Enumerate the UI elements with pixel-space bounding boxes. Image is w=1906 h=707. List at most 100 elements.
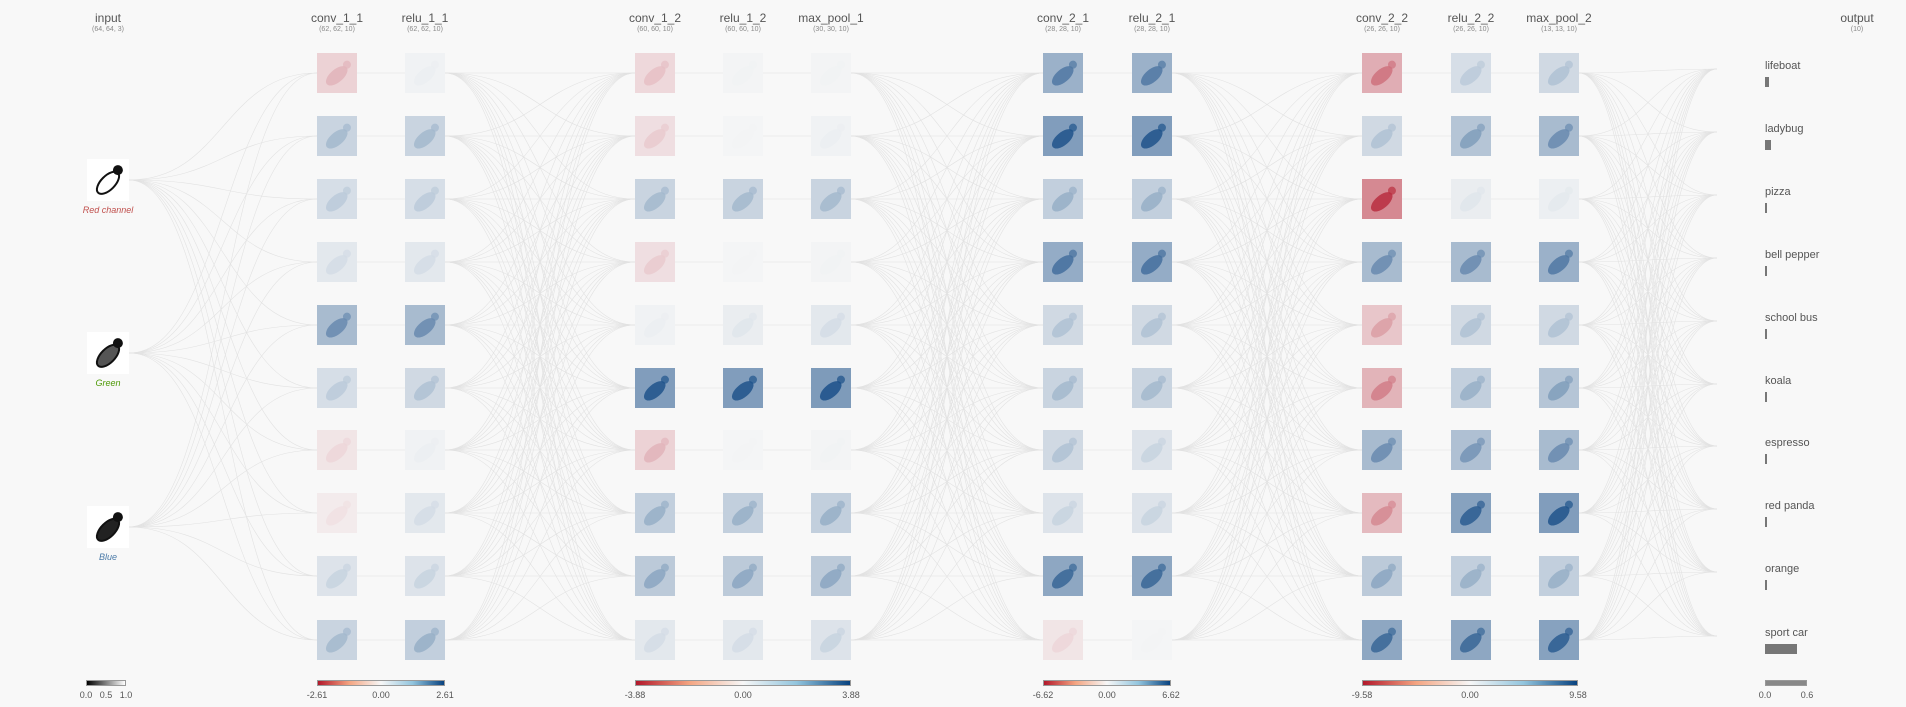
- feature-map[interactable]: [723, 305, 763, 345]
- feature-map[interactable]: [723, 53, 763, 93]
- feature-map[interactable]: [1362, 305, 1402, 345]
- feature-map[interactable]: [1362, 368, 1402, 408]
- feature-map[interactable]: [317, 179, 357, 219]
- feature-map[interactable]: [1132, 430, 1172, 470]
- feature-map[interactable]: [1362, 242, 1402, 282]
- output-class-label[interactable]: orange: [1765, 563, 1800, 575]
- feature-map[interactable]: [1043, 53, 1083, 93]
- feature-map[interactable]: [1451, 305, 1491, 345]
- feature-map[interactable]: [1043, 242, 1083, 282]
- feature-map[interactable]: [405, 556, 445, 596]
- feature-map[interactable]: [405, 493, 445, 533]
- feature-map[interactable]: [1043, 620, 1083, 660]
- feature-map[interactable]: [811, 430, 851, 470]
- feature-map[interactable]: [405, 430, 445, 470]
- feature-map[interactable]: [317, 305, 357, 345]
- feature-map[interactable]: [1362, 430, 1402, 470]
- feature-map[interactable]: [405, 305, 445, 345]
- feature-map[interactable]: [1362, 179, 1402, 219]
- feature-map[interactable]: [1132, 493, 1172, 533]
- feature-map[interactable]: [1451, 116, 1491, 156]
- feature-map[interactable]: [1539, 242, 1579, 282]
- feature-map[interactable]: [317, 242, 357, 282]
- feature-map[interactable]: [1362, 620, 1402, 660]
- feature-map[interactable]: [1043, 305, 1083, 345]
- output-class-label[interactable]: koala: [1765, 375, 1792, 387]
- feature-map[interactable]: [1132, 242, 1172, 282]
- output-class-label[interactable]: lifeboat: [1765, 60, 1801, 72]
- feature-map[interactable]: [811, 556, 851, 596]
- feature-map[interactable]: [635, 53, 675, 93]
- feature-map[interactable]: [1451, 620, 1491, 660]
- feature-map[interactable]: [635, 368, 675, 408]
- feature-map[interactable]: [1539, 305, 1579, 345]
- feature-map[interactable]: [1451, 53, 1491, 93]
- output-class-label[interactable]: espresso: [1765, 437, 1810, 449]
- feature-map[interactable]: [1539, 620, 1579, 660]
- feature-map[interactable]: [1043, 368, 1083, 408]
- output-class-label[interactable]: pizza: [1765, 186, 1791, 198]
- feature-map[interactable]: [1132, 620, 1172, 660]
- feature-map[interactable]: [1362, 556, 1402, 596]
- feature-map[interactable]: [723, 556, 763, 596]
- feature-map[interactable]: [317, 53, 357, 93]
- feature-map[interactable]: [811, 179, 851, 219]
- feature-map[interactable]: [317, 493, 357, 533]
- feature-map[interactable]: [1451, 493, 1491, 533]
- feature-map[interactable]: [1451, 430, 1491, 470]
- output-class-label[interactable]: ladybug: [1765, 123, 1804, 135]
- feature-map[interactable]: [1451, 242, 1491, 282]
- feature-map[interactable]: [1362, 53, 1402, 93]
- feature-map[interactable]: [405, 116, 445, 156]
- feature-map[interactable]: [635, 430, 675, 470]
- input-channel-tile[interactable]: [87, 332, 129, 374]
- feature-map[interactable]: [1451, 556, 1491, 596]
- feature-map[interactable]: [635, 620, 675, 660]
- feature-map[interactable]: [1362, 116, 1402, 156]
- feature-map[interactable]: [1132, 116, 1172, 156]
- feature-map[interactable]: [811, 305, 851, 345]
- feature-map[interactable]: [1539, 368, 1579, 408]
- feature-map[interactable]: [1043, 116, 1083, 156]
- feature-map[interactable]: [405, 242, 445, 282]
- feature-map[interactable]: [1451, 368, 1491, 408]
- feature-map[interactable]: [1539, 556, 1579, 596]
- output-class-label[interactable]: bell pepper: [1765, 249, 1820, 261]
- feature-map[interactable]: [811, 53, 851, 93]
- feature-map[interactable]: [723, 620, 763, 660]
- feature-map[interactable]: [1043, 430, 1083, 470]
- feature-map[interactable]: [1362, 493, 1402, 533]
- feature-map[interactable]: [405, 620, 445, 660]
- feature-map[interactable]: [1539, 430, 1579, 470]
- feature-map[interactable]: [1539, 179, 1579, 219]
- feature-map[interactable]: [723, 179, 763, 219]
- feature-map[interactable]: [1132, 53, 1172, 93]
- feature-map[interactable]: [635, 116, 675, 156]
- feature-map[interactable]: [1539, 116, 1579, 156]
- feature-map[interactable]: [723, 116, 763, 156]
- feature-map[interactable]: [1132, 368, 1172, 408]
- feature-map[interactable]: [317, 368, 357, 408]
- feature-map[interactable]: [635, 305, 675, 345]
- feature-map[interactable]: [723, 430, 763, 470]
- feature-map[interactable]: [635, 493, 675, 533]
- feature-map[interactable]: [405, 179, 445, 219]
- output-class-label[interactable]: school bus: [1765, 312, 1818, 324]
- feature-map[interactable]: [811, 116, 851, 156]
- feature-map[interactable]: [405, 53, 445, 93]
- feature-map[interactable]: [635, 556, 675, 596]
- feature-map[interactable]: [317, 620, 357, 660]
- feature-map[interactable]: [1539, 493, 1579, 533]
- feature-map[interactable]: [1043, 493, 1083, 533]
- feature-map[interactable]: [317, 430, 357, 470]
- feature-map[interactable]: [1132, 179, 1172, 219]
- feature-map[interactable]: [1043, 556, 1083, 596]
- feature-map[interactable]: [405, 368, 445, 408]
- feature-map[interactable]: [635, 242, 675, 282]
- feature-map[interactable]: [1451, 179, 1491, 219]
- feature-map[interactable]: [1132, 305, 1172, 345]
- feature-map[interactable]: [317, 116, 357, 156]
- feature-map[interactable]: [635, 179, 675, 219]
- output-class-label[interactable]: sport car: [1765, 627, 1808, 639]
- input-channel-tile[interactable]: [87, 159, 129, 201]
